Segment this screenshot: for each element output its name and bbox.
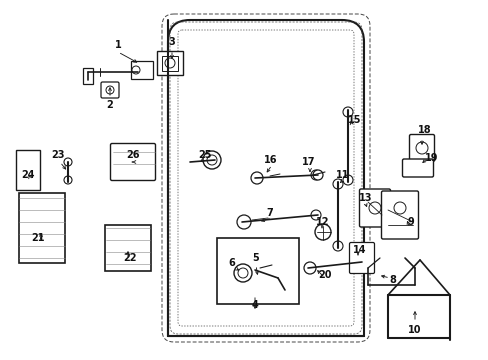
FancyBboxPatch shape [381, 191, 418, 239]
Circle shape [64, 158, 72, 166]
Text: 11: 11 [336, 170, 349, 180]
Text: 21: 21 [31, 233, 45, 243]
Bar [131, 61, 153, 79]
Bar [217, 238, 298, 304]
Circle shape [310, 210, 320, 220]
Text: 8: 8 [389, 275, 396, 285]
Circle shape [342, 175, 352, 185]
Text: 20: 20 [318, 270, 331, 280]
Text: 13: 13 [359, 193, 372, 203]
Circle shape [237, 215, 250, 229]
Bar [83, 68, 93, 84]
Text: 2: 2 [106, 100, 113, 110]
Text: 12: 12 [316, 217, 329, 227]
FancyBboxPatch shape [359, 189, 390, 227]
Circle shape [132, 66, 140, 74]
Circle shape [234, 264, 251, 282]
Bar [16, 150, 40, 190]
Text: 23: 23 [51, 150, 64, 160]
Text: 6: 6 [228, 258, 235, 268]
Text: 17: 17 [302, 157, 315, 167]
Circle shape [106, 86, 114, 94]
Circle shape [368, 202, 380, 214]
Circle shape [203, 151, 221, 169]
FancyBboxPatch shape [402, 159, 433, 177]
Text: 25: 25 [198, 150, 211, 160]
Text: 4: 4 [251, 300, 258, 310]
Text: 14: 14 [352, 245, 366, 255]
Circle shape [206, 155, 217, 165]
Circle shape [64, 176, 72, 184]
Text: 26: 26 [126, 150, 140, 160]
Text: 5: 5 [252, 253, 259, 263]
Text: 15: 15 [347, 115, 361, 125]
Circle shape [332, 241, 342, 251]
Bar [157, 51, 183, 75]
Bar [105, 225, 151, 271]
Text: 18: 18 [417, 125, 431, 135]
FancyBboxPatch shape [101, 82, 119, 98]
Circle shape [312, 170, 323, 180]
Text: 16: 16 [264, 155, 277, 165]
Circle shape [164, 58, 175, 68]
Circle shape [332, 179, 342, 189]
Text: 9: 9 [407, 217, 413, 227]
Circle shape [238, 268, 247, 278]
Text: 22: 22 [123, 253, 137, 263]
Text: 3: 3 [168, 37, 175, 47]
Text: 24: 24 [21, 170, 35, 180]
FancyBboxPatch shape [408, 135, 434, 162]
Circle shape [415, 142, 427, 154]
Circle shape [304, 262, 315, 274]
Bar [162, 55, 178, 71]
Text: 7: 7 [266, 208, 273, 218]
Circle shape [310, 170, 320, 180]
Circle shape [342, 107, 352, 117]
Text: 1: 1 [114, 40, 121, 50]
Circle shape [393, 202, 405, 214]
FancyBboxPatch shape [349, 243, 374, 274]
Text: 19: 19 [425, 153, 438, 163]
FancyBboxPatch shape [110, 144, 155, 180]
Circle shape [250, 172, 263, 184]
Bar [19, 193, 65, 263]
Text: 10: 10 [407, 325, 421, 335]
Circle shape [314, 224, 330, 240]
